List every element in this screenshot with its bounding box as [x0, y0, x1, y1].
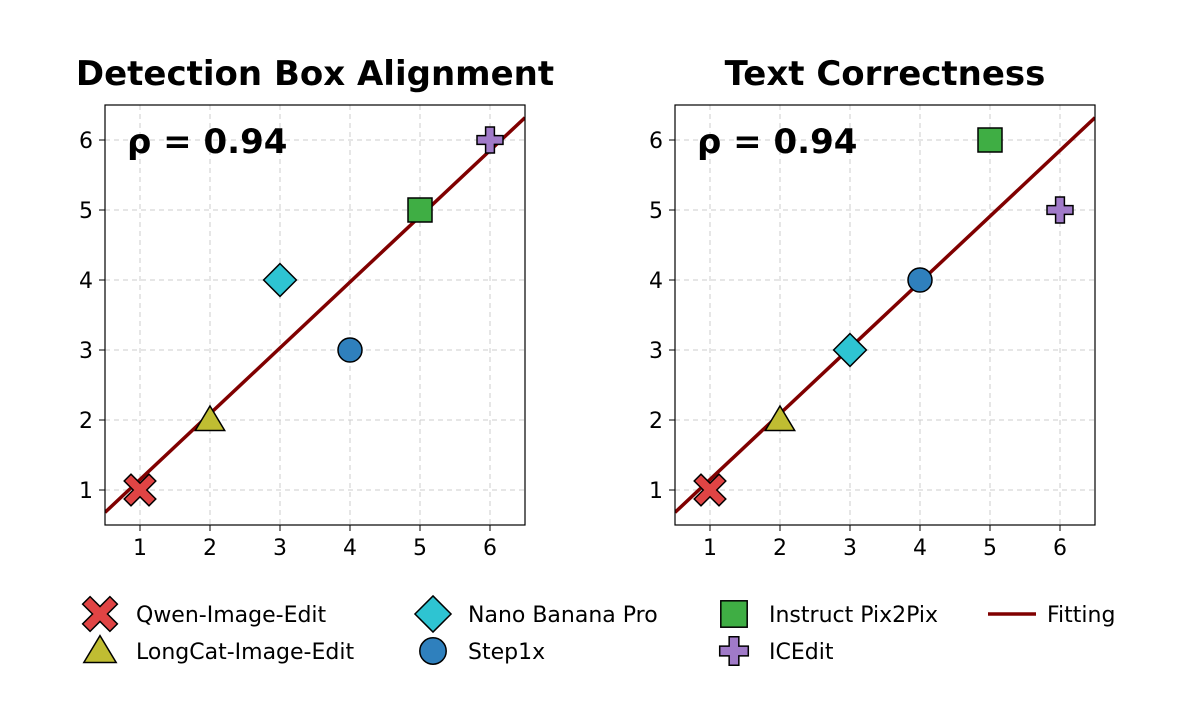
circle-marker-icon	[419, 637, 447, 665]
legend-label: ICEdit	[769, 640, 834, 665]
x-tick-label: 4	[343, 536, 357, 561]
legend-item-instruct-pix2pix: Instruct Pix2Pix	[720, 600, 938, 628]
square-marker-icon	[720, 600, 748, 628]
point-instruct-pix2pix	[407, 197, 433, 223]
plus-marker-icon	[718, 635, 750, 667]
fitting-line	[675, 116, 1095, 514]
point-longcat-image-edit	[763, 404, 797, 432]
x-tick-label: 2	[203, 536, 217, 561]
x-tick-label: 3	[843, 536, 857, 561]
point-nano-banana-pro	[832, 332, 868, 368]
y-tick-label: 3	[649, 339, 663, 364]
x-tick-label: 5	[983, 536, 997, 561]
legend-item-nano-banana-pro: Nano Banana Pro	[413, 594, 658, 634]
legend-label: LongCat-Image-Edit	[136, 640, 354, 665]
plot-frame	[104, 104, 526, 526]
y-tick-label: 6	[649, 129, 663, 154]
y-tick-label: 3	[79, 339, 93, 364]
diamond-marker-icon	[413, 594, 453, 634]
point-longcat-image-edit	[193, 404, 227, 432]
rho-annotation: ρ = 0.94	[697, 122, 857, 162]
legend: Qwen-Image-Edit LongCat-Image-Edit Nano Ba…	[81, 594, 1115, 667]
point-qwen-image-edit	[123, 473, 157, 507]
legend-item-fitting: Fitting	[988, 603, 1115, 628]
legend-label: Fitting	[1047, 603, 1115, 628]
legend-label: Step1x	[468, 640, 545, 665]
chart-title: Detection Box Alignment	[76, 54, 554, 94]
point-step1x	[337, 337, 363, 363]
triangle-marker-icon	[82, 634, 118, 664]
y-tick-label: 1	[79, 479, 93, 504]
legend-item-step1x: Step1x	[419, 637, 545, 665]
y-tick-label: 6	[79, 129, 93, 154]
x-tick-label: 6	[1053, 536, 1067, 561]
point-nano-banana-pro	[262, 262, 298, 298]
y-tick-label: 1	[649, 479, 663, 504]
x-tick-label: 1	[703, 536, 717, 561]
x-tick-label: 3	[273, 536, 287, 561]
chart-panel-1: 1 2 3 4 5 6 1 2 3 4 5 6 Detection Box Alignment ρ = 0…	[76, 54, 554, 561]
chart-title: Text Correctness	[725, 54, 1046, 94]
x-tick-label: 6	[483, 536, 497, 561]
point-instruct-pix2pix	[977, 127, 1003, 153]
y-tick-label: 2	[649, 409, 663, 434]
x-tick-label: 4	[913, 536, 927, 561]
chart-panel-2: 1 2 3 4 5 6 1 2 3 4 5 6 Text Correctness ρ = 0.94	[649, 54, 1096, 561]
point-qwen-image-edit	[693, 473, 727, 507]
x-tick-label: 2	[773, 536, 787, 561]
point-icedit	[1046, 196, 1074, 224]
legend-item-icedit: ICEdit	[718, 635, 834, 667]
x-tick-label: 1	[133, 536, 147, 561]
y-tick-label: 5	[79, 199, 93, 224]
legend-label: Instruct Pix2Pix	[769, 603, 938, 628]
x-marker-icon	[81, 595, 119, 633]
legend-label: Qwen-Image-Edit	[136, 603, 327, 628]
y-tick-label: 4	[79, 269, 93, 294]
legend-label: Nano Banana Pro	[468, 603, 658, 628]
legend-item-longcat-image-edit: LongCat-Image-Edit	[82, 634, 354, 665]
y-tick-label: 4	[649, 269, 663, 294]
legend-item-qwen-image-edit: Qwen-Image-Edit	[81, 595, 327, 633]
y-tick-label: 5	[649, 199, 663, 224]
fitting-line	[105, 116, 525, 514]
plot-frame	[674, 104, 1096, 526]
rho-annotation: ρ = 0.94	[127, 122, 287, 162]
y-tick-label: 2	[79, 409, 93, 434]
point-step1x	[907, 267, 933, 293]
point-icedit	[476, 126, 504, 154]
x-tick-label: 5	[413, 536, 427, 561]
